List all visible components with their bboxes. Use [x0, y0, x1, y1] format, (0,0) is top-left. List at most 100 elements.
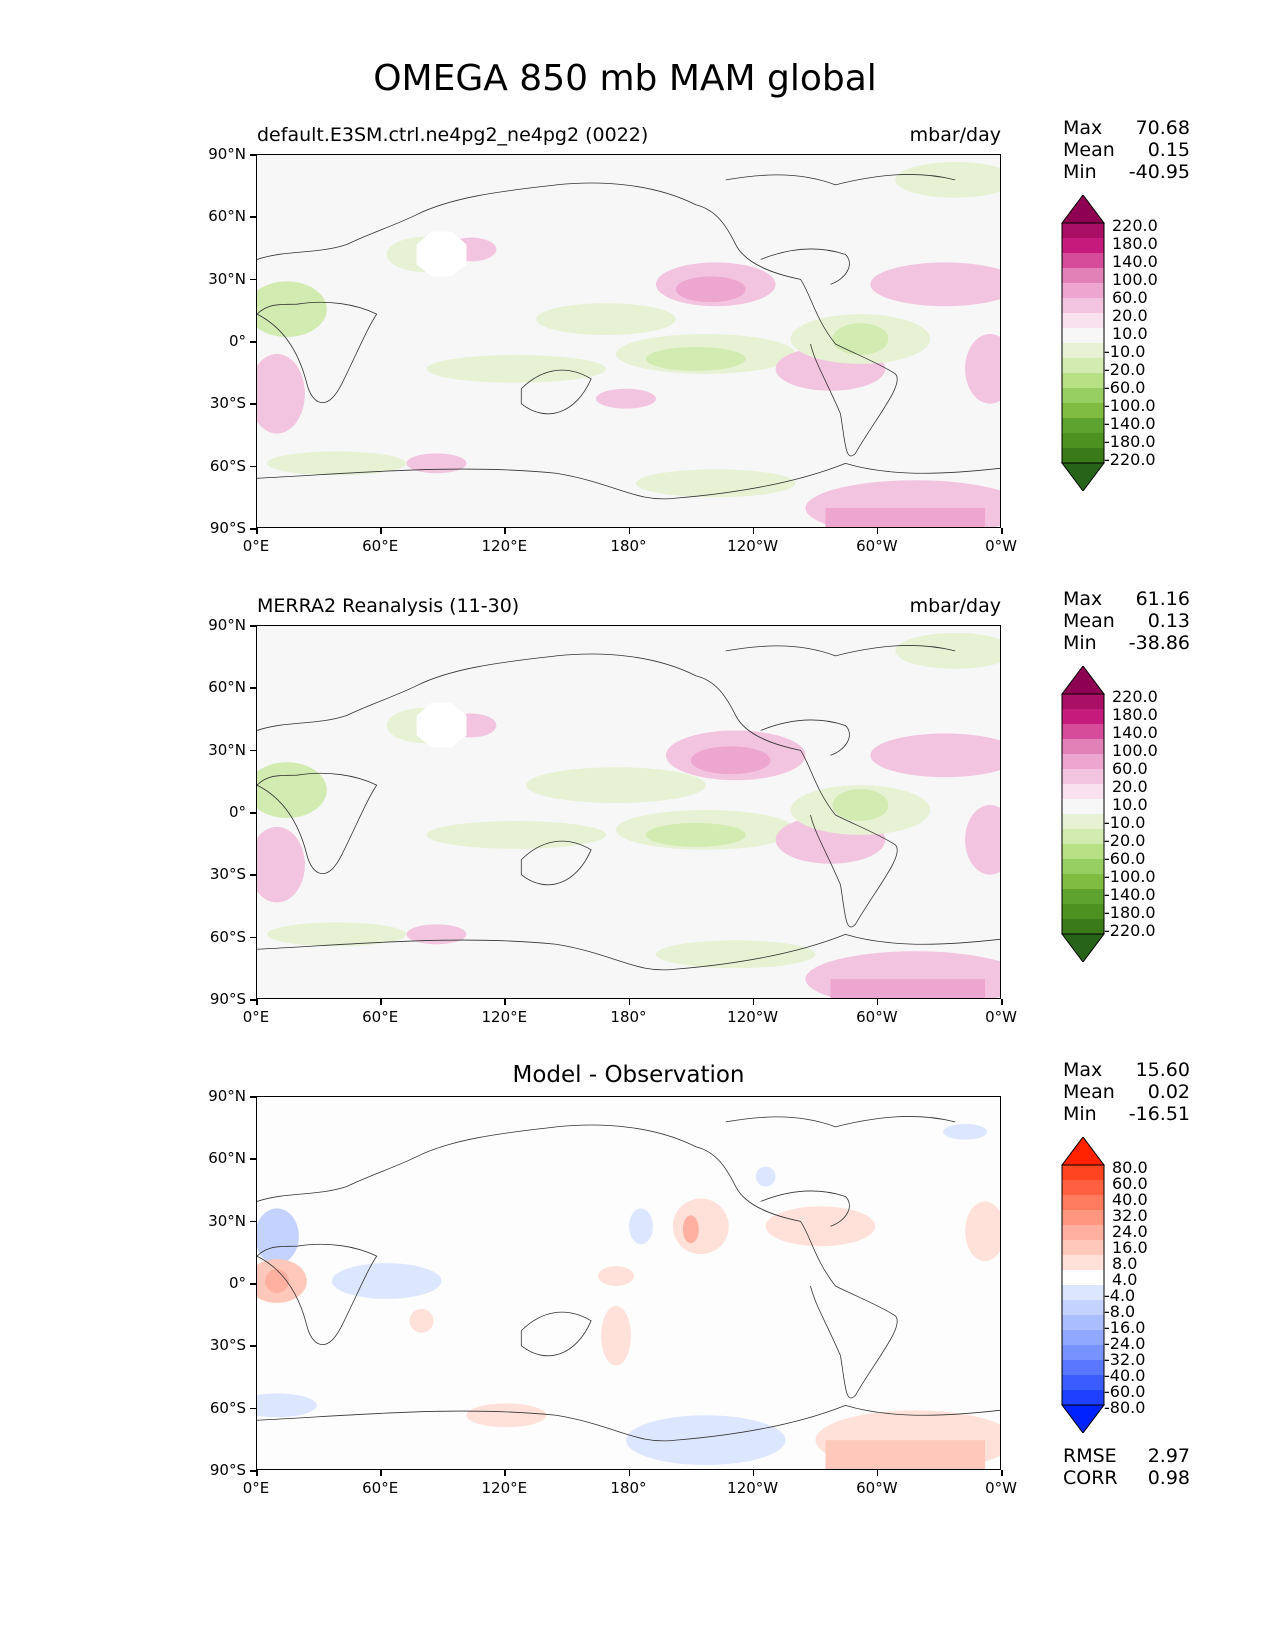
stat-value: -16.51 [1128, 1103, 1190, 1125]
colorbar-band [1062, 238, 1104, 254]
colorbar-band [1062, 1210, 1104, 1226]
x-tick-label: 60°E [362, 1479, 399, 1497]
y-tick-mark [250, 625, 256, 627]
colorbar-lower-extension [1061, 1404, 1105, 1433]
x-tick-mark [256, 1470, 258, 1476]
colorbar-label: -60.0 [1104, 849, 1146, 868]
y-tick-label: 90°N [208, 1087, 246, 1105]
colorbar-frame [1061, 222, 1105, 464]
colorbar-band [1062, 874, 1104, 890]
x-tick-mark [752, 999, 755, 1005]
colorbar-band [1062, 724, 1104, 740]
colorbar-label: -32.0 [1104, 1350, 1146, 1369]
x-tick-label: 120°W [727, 537, 779, 555]
y-tick-mark [250, 403, 256, 405]
colorbar-label: 140.0 [1112, 252, 1158, 271]
stat-value: 70.68 [1135, 117, 1190, 139]
colorbar-band [1062, 709, 1104, 725]
omega-colorbar [1061, 666, 1105, 962]
y-tick-mark [250, 1220, 256, 1223]
reanalysis-map [256, 625, 1001, 999]
x-tick-label: 180° [610, 1479, 647, 1497]
colorbar-label: 60.0 [1112, 759, 1148, 778]
colorbar-band [1062, 1225, 1104, 1241]
stat-value: -40.95 [1128, 161, 1190, 183]
x-tick-label: 0°W [985, 1008, 1017, 1026]
y-tick-label: 30°S [209, 865, 246, 884]
colorbar-lower-extension [1061, 462, 1105, 491]
x-tick-mark [380, 999, 382, 1005]
x-tick-mark [1001, 528, 1003, 534]
colorbar-label: 32.0 [1112, 1206, 1148, 1225]
colorbar-band [1062, 754, 1104, 770]
colorbar-band [1062, 799, 1104, 815]
reanalysis-map-coastlines [257, 645, 1000, 971]
stat-value: 0.13 [1147, 610, 1190, 632]
colorbar-label: -140.0 [1104, 885, 1156, 904]
difference-map-contours [257, 1123, 1000, 1469]
model-map [256, 154, 1001, 528]
colorbar-label: 100.0 [1112, 270, 1158, 289]
stat-value: 0.15 [1147, 139, 1190, 161]
colorbar-label: 10.0 [1112, 795, 1148, 814]
y-tick-label: 90°N [208, 616, 246, 634]
colorbar-band [1062, 1255, 1104, 1271]
x-tick-mark [876, 528, 879, 534]
stat-label: Max [1063, 588, 1103, 610]
x-tick-label: 60°W [856, 1479, 898, 1497]
colorbar-band [1062, 253, 1104, 269]
x-tick-mark [628, 528, 630, 534]
x-tick-mark [504, 1470, 506, 1476]
y-tick-label: 30°N [208, 269, 246, 288]
colorbar-label: -220.0 [1104, 921, 1156, 940]
colorbar-label: -180.0 [1104, 432, 1156, 451]
colorbar-label: 8.0 [1112, 1254, 1138, 1273]
colorbar-band [1062, 298, 1104, 314]
colorbar-band [1062, 1285, 1104, 1301]
colorbar-upper-extension [1061, 666, 1105, 695]
colorbar-band [1062, 448, 1104, 464]
x-tick-label: 60°E [362, 1008, 399, 1026]
colorbar-label: -8.0 [1104, 1302, 1136, 1321]
x-tick-mark [752, 528, 755, 534]
colorbar-label: -4.0 [1104, 1286, 1136, 1305]
colorbar-band [1062, 328, 1104, 344]
colorbar-band [1062, 694, 1104, 710]
colorbar-band [1062, 358, 1104, 374]
colorbar-label: 180.0 [1112, 705, 1158, 724]
x-tick-label: 0°E [242, 1479, 270, 1497]
colorbar-upper-extension [1061, 1137, 1105, 1166]
y-tick-mark [250, 999, 256, 1001]
x-tick-label: 120°E [481, 537, 528, 555]
colorbar-band [1062, 784, 1104, 800]
model-map-field [257, 161, 1000, 527]
y-tick-mark [250, 749, 256, 752]
panel-title: MERRA2 Reanalysis (11-30) [257, 595, 520, 617]
metric-value: 0.98 [1147, 1467, 1190, 1489]
stat-label: Min [1063, 1103, 1097, 1125]
colorbar-band [1062, 1300, 1104, 1316]
colorbar-band [1062, 1165, 1104, 1181]
colorbar-band [1062, 268, 1104, 284]
x-tick-mark [1001, 1470, 1003, 1476]
colorbar-label: -10.0 [1104, 813, 1146, 832]
y-tick-mark [250, 936, 256, 939]
y-tick-mark [250, 687, 256, 689]
colorbar-label: 10.0 [1112, 324, 1148, 343]
x-tick-mark [628, 999, 630, 1005]
x-tick-label: 0°W [985, 537, 1017, 555]
x-tick-mark [876, 1470, 879, 1476]
x-tick-mark [752, 1470, 755, 1476]
stat-label: Mean [1063, 610, 1115, 632]
y-tick-label: 90°S [209, 519, 246, 537]
colorbar-band [1062, 829, 1104, 845]
difference-map-coastlines [257, 1116, 1000, 1442]
x-tick-label: 0°E [242, 1008, 270, 1026]
colorbar-band [1062, 904, 1104, 920]
colorbar-label: -10.0 [1104, 342, 1146, 361]
colorbar-label: 16.0 [1112, 1238, 1148, 1257]
x-tick-mark [504, 528, 506, 534]
y-tick-mark [250, 216, 256, 218]
colorbar-label: 4.0 [1112, 1270, 1138, 1289]
y-tick-mark [250, 1407, 256, 1410]
